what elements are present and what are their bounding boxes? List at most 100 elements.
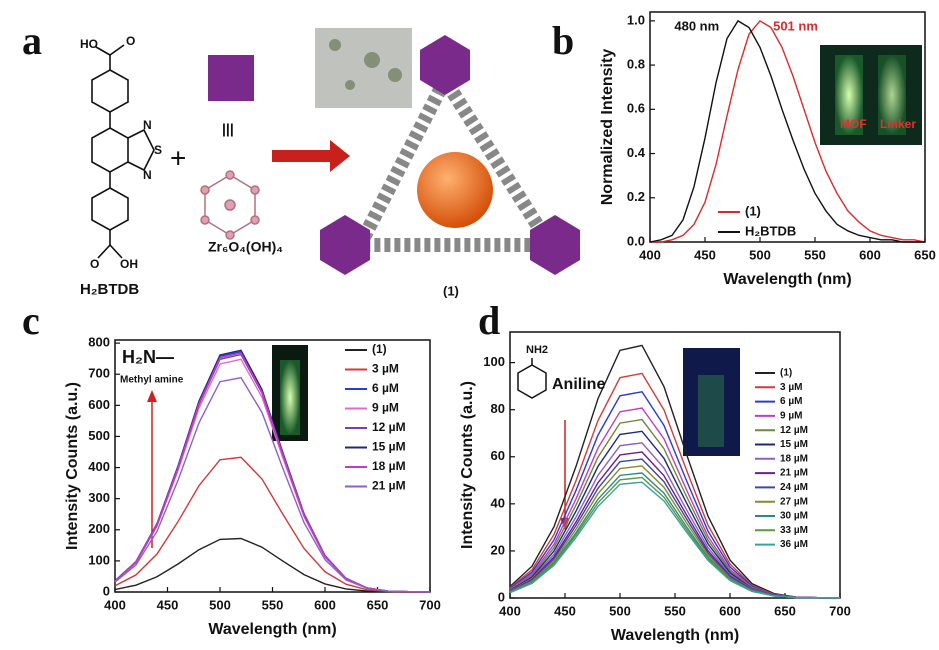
y-tick-label: 500 [88,428,110,443]
x-tick-label: 600 [314,597,336,612]
atom-label: OH [120,257,138,271]
legend-label: 24 µM [780,482,808,493]
x-tick-label: 700 [419,597,441,612]
crystal-photo-particles [329,39,402,90]
panel-label: a [22,18,42,63]
y-tick-label: 400 [88,459,110,474]
x-tick-label: 450 [157,597,179,612]
reaction-arrow [272,140,350,172]
legend-label: 18 µM [372,459,406,473]
legend-label: (1) [372,342,387,356]
y-tick-label: 0.2 [627,189,645,204]
y-tick-label: 80 [491,401,505,416]
legend-label: 18 µM [780,453,808,464]
y-tick-label: 600 [88,397,110,412]
y-axis-label: Normalized Intensity [599,49,616,206]
x-tick-label: 400 [104,597,126,612]
cluster-polyhedron [208,55,254,101]
y-axis-label: Intensity Counts (a.u.) [459,381,476,549]
atom-label: N [143,118,152,132]
series-line [114,376,431,593]
series-line [114,537,430,593]
peak-annotation: 501 nm [773,18,818,33]
legend-label: 9 µM [780,411,802,422]
legend-label: 12 µM [780,425,808,436]
legend-label: 21 µM [780,468,808,479]
legend-label: (1) [780,368,792,379]
legend-label: H₂BTDB [745,223,796,238]
inset-label: MOF [840,117,867,131]
y-tick-label: 0.8 [627,57,645,72]
series-line [650,19,926,243]
x-tick-label: 550 [664,603,686,618]
y-tick-label: 700 [88,366,110,381]
inset-label: Linker [880,117,916,131]
legend-label: 15 µM [780,439,808,450]
benzene-ring [91,187,129,231]
legend-label: (1) [745,203,761,218]
x-tick-label: 600 [859,247,881,262]
inset-vial [698,375,724,447]
atom-label: S [154,143,162,157]
y-tick-label: 1.0 [627,12,645,27]
y-tick-label: 60 [491,448,505,463]
legend-label: 12 µM [372,420,406,434]
bond [95,46,111,56]
x-tick-label: 600 [719,603,741,618]
atom-label: O [90,257,99,271]
analyte-annotation: Aniline [552,376,605,393]
inset-vial [878,55,906,135]
series-line [509,481,841,599]
atom-label: O [126,34,135,48]
y-tick-label: 200 [88,521,110,536]
x-tick-label: 550 [262,597,284,612]
trend-arrowhead [147,390,157,402]
series-line [114,456,430,593]
inset-vial [835,55,863,135]
y-tick-label: 40 [491,495,505,510]
y-tick-label: 0 [498,589,505,604]
y-tick-label: 0.6 [627,101,645,116]
x-tick-label: 650 [914,247,936,262]
analyte-annotation: NH2 [526,344,548,356]
legend-label: 6 µM [372,381,399,395]
series-line [649,19,925,243]
panel-label: b [552,18,574,63]
legend-label: 9 µM [372,401,399,415]
legend-label: 15 µM [372,440,406,454]
x-tick-label: 450 [554,603,576,618]
y-tick-label: 100 [88,552,110,567]
y-tick-label: 20 [491,542,505,557]
legend-label: 27 µM [780,496,808,507]
x-tick-label: 700 [829,603,851,618]
analyte-annotation: Methyl amine [120,375,184,386]
equivalence-mark: ||| [222,121,234,137]
x-tick-label: 650 [774,603,796,618]
cluster-ball-stick [200,170,260,240]
cluster-formula: Zr₆O₄(OH)₄ [208,239,283,255]
atom-label: HO [80,37,98,51]
legend-label: 36 µM [780,539,808,550]
x-tick-label: 500 [209,597,231,612]
y-tick-label: 0.0 [627,233,645,248]
peak-annotation: 480 nm [674,18,719,33]
x-tick-label: 550 [804,247,826,262]
atom-label: N [143,168,152,182]
x-tick-label: 500 [609,603,631,618]
y-axis-label: Intensity Counts (a.u.) [64,382,81,550]
aniline-ring [517,364,547,399]
plus-sign: + [170,142,186,173]
product-label: (1) [443,283,459,298]
legend-label: 30 µM [780,511,808,522]
x-tick-label: 650 [367,597,389,612]
legend-label: 3 µM [372,362,399,376]
benzene-ring [91,69,129,113]
legend-label: 33 µM [780,525,808,536]
bond [109,244,123,259]
inset-vial [280,360,300,435]
plot-frame [649,11,926,243]
analyte-annotation: H₂N— [122,347,174,367]
